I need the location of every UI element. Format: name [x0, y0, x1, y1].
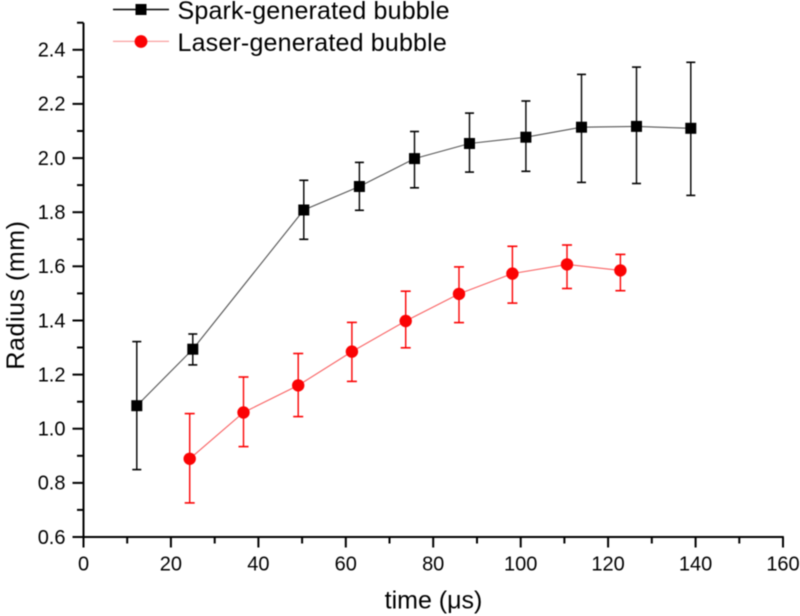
svg-text:1.8: 1.8 [38, 202, 66, 224]
svg-text:140: 140 [679, 554, 712, 576]
svg-text:2.4: 2.4 [38, 40, 66, 62]
svg-text:160: 160 [766, 554, 799, 576]
svg-text:Radius (mm): Radius (mm) [2, 220, 30, 369]
svg-text:1.4: 1.4 [38, 310, 66, 332]
svg-text:60: 60 [335, 554, 357, 576]
svg-text:2.2: 2.2 [38, 94, 66, 116]
svg-text:20: 20 [160, 554, 182, 576]
svg-text:1.2: 1.2 [38, 364, 66, 386]
svg-text:120: 120 [591, 554, 624, 576]
svg-text:40: 40 [247, 554, 269, 576]
svg-text:0.6: 0.6 [38, 527, 66, 549]
svg-text:0: 0 [78, 554, 89, 576]
svg-text:time (μs): time (μs) [385, 587, 483, 615]
svg-text:0.8: 0.8 [38, 473, 66, 495]
svg-text:Laser-generated bubble: Laser-generated bubble [178, 29, 447, 57]
svg-text:2.0: 2.0 [38, 148, 66, 170]
svg-text:Spark-generated bubble: Spark-generated bubble [178, 0, 450, 25]
svg-text:100: 100 [504, 554, 537, 576]
svg-text:80: 80 [422, 554, 444, 576]
svg-text:1.0: 1.0 [38, 419, 66, 441]
svg-text:1.6: 1.6 [38, 256, 66, 278]
